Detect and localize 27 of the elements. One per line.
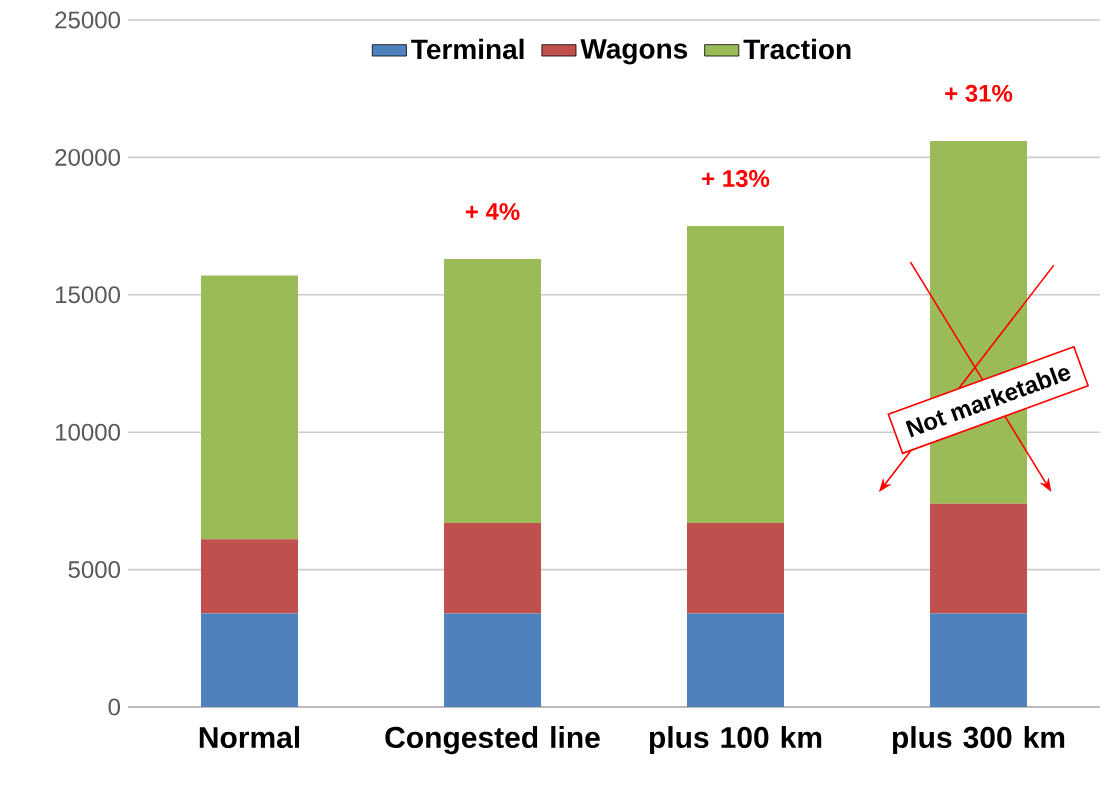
legend-label: Traction bbox=[743, 38, 851, 60]
x-tick-label: plus 300 km bbox=[892, 726, 1065, 755]
bar bbox=[444, 259, 542, 523]
bar bbox=[444, 522, 542, 614]
bar bbox=[444, 613, 542, 707]
legend-label: Terminal bbox=[411, 38, 524, 60]
bar bbox=[201, 275, 299, 540]
y-tick-label: 5000 bbox=[68, 561, 120, 579]
annotation: + 4% bbox=[465, 203, 520, 221]
annotation: + 31% bbox=[945, 84, 1013, 102]
bar bbox=[687, 522, 785, 614]
x-tick-label: plus 100 km bbox=[649, 726, 822, 755]
bar bbox=[930, 613, 1028, 707]
annotation: + 13% bbox=[702, 170, 770, 188]
x-tick-label: Normal bbox=[199, 726, 300, 749]
y-tick-label: 15000 bbox=[56, 286, 120, 304]
bar bbox=[687, 613, 785, 707]
legend-label: Wagons bbox=[580, 39, 688, 65]
bar bbox=[201, 539, 299, 614]
y-tick-label: 0 bbox=[108, 698, 121, 716]
y-tick-label: 25000 bbox=[55, 11, 120, 29]
y-tick-label: 10000 bbox=[56, 423, 120, 441]
bar bbox=[201, 613, 299, 707]
x-tick-label: Congested line bbox=[385, 726, 600, 755]
y-tick-label: 20000 bbox=[55, 148, 120, 166]
bar bbox=[687, 226, 785, 523]
bar bbox=[930, 503, 1028, 614]
